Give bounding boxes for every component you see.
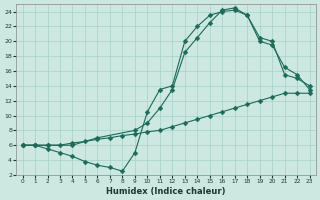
X-axis label: Humidex (Indice chaleur): Humidex (Indice chaleur) bbox=[106, 187, 226, 196]
